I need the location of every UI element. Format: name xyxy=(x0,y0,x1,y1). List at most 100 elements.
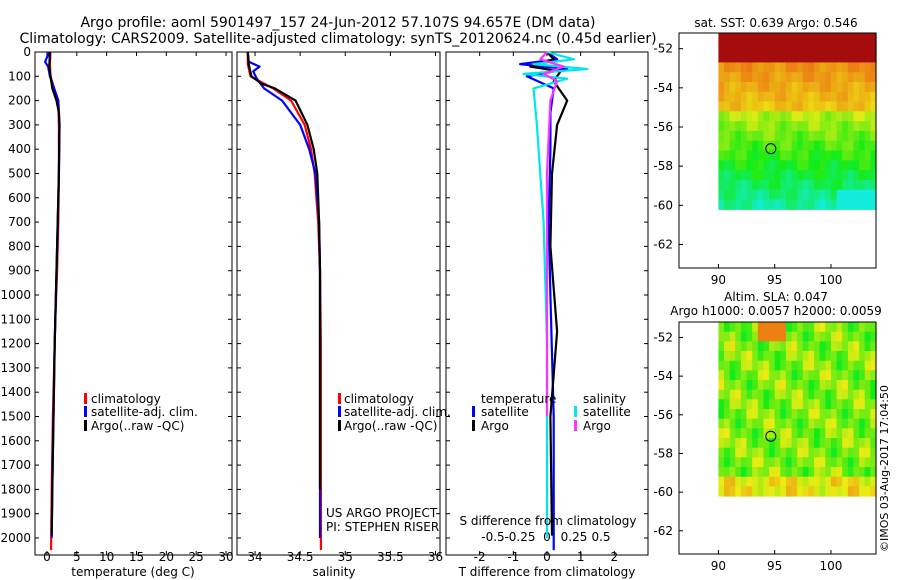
legend-label-s-satellite: satellite xyxy=(583,405,631,419)
heatmap-cell xyxy=(785,457,793,468)
heatmap-cell xyxy=(740,111,748,122)
heatmap-cell xyxy=(864,409,871,420)
heatmap-cell xyxy=(836,447,843,458)
heatmap-cell xyxy=(774,360,781,371)
heatmap-cell xyxy=(729,199,736,210)
heatmap-cell xyxy=(797,457,804,468)
heatmap-cell xyxy=(797,140,804,152)
heatmap-cell xyxy=(718,121,725,132)
heatmap-cell xyxy=(769,457,776,468)
legend-label-satellite: satellite-adj. clim. xyxy=(344,405,451,419)
heatmap-cell xyxy=(757,130,764,142)
heatmap-cell xyxy=(752,121,759,132)
heatmap-cell xyxy=(859,457,866,468)
heatmap-cell xyxy=(774,486,781,497)
heatmap-cell xyxy=(740,467,748,478)
heatmap-cell xyxy=(746,62,753,73)
heatmap-cell xyxy=(724,467,731,478)
heatmap-cell xyxy=(819,476,826,487)
heatmap-cell xyxy=(757,467,764,478)
heatmap-cell xyxy=(791,457,798,468)
heatmap-cell xyxy=(785,189,793,201)
heatmap-cell xyxy=(802,33,809,44)
heatmap-cell xyxy=(774,438,781,449)
heatmap-cell xyxy=(740,447,748,458)
heatmap-cell xyxy=(836,111,843,122)
heatmap-cell xyxy=(740,322,748,333)
heatmap-cell xyxy=(842,351,849,362)
legend-label-t-argo: Argo xyxy=(481,419,509,433)
heatmap-cell xyxy=(870,389,877,400)
credit-timestamp: ©IMOS 03-Aug-2017 17:04:50 xyxy=(878,385,891,552)
heatmap-cell xyxy=(757,399,764,410)
heatmap-cell xyxy=(825,82,832,93)
heatmap-cell xyxy=(729,62,736,73)
heatmap-cell xyxy=(791,160,798,171)
heatmap-cell xyxy=(729,486,736,497)
heatmap-cell xyxy=(814,150,821,161)
y-tick-label: -60 xyxy=(653,198,673,212)
heatmap-cell xyxy=(802,399,809,410)
heatmap-cell xyxy=(859,428,866,439)
heatmap-cell xyxy=(729,438,736,449)
heatmap-cell xyxy=(836,341,843,352)
heatmap-cell xyxy=(808,121,815,132)
heatmap-cell xyxy=(819,101,826,112)
y-tick-label: 1300 xyxy=(0,361,31,375)
heatmap-cell xyxy=(842,447,849,458)
heatmap-cell xyxy=(729,82,736,93)
heatmap-cell xyxy=(763,199,770,210)
heatmap-cell xyxy=(724,121,731,132)
heatmap-cell xyxy=(842,486,849,497)
heatmap-cell xyxy=(785,101,793,112)
heatmap-cell xyxy=(724,476,731,487)
heatmap-cell xyxy=(780,467,787,478)
heatmap-cell xyxy=(718,179,725,191)
heatmap-cell xyxy=(853,370,860,381)
y-tick-label: 1100 xyxy=(0,312,31,326)
heatmap-cell xyxy=(763,467,770,478)
heatmap-cell xyxy=(797,428,804,439)
heatmap-cell xyxy=(819,351,826,362)
heatmap-cell xyxy=(774,72,781,83)
heatmap-cell xyxy=(769,399,776,410)
heatmap-cell xyxy=(847,199,855,210)
heatmap-cell xyxy=(791,101,798,112)
heatmap-cell xyxy=(819,150,826,161)
heatmap-cell xyxy=(757,82,764,93)
heatmap-cell xyxy=(740,457,748,468)
heatmap-cell xyxy=(774,418,781,429)
heatmap-cell xyxy=(724,150,731,161)
heatmap-cell xyxy=(842,170,849,181)
heatmap-cell xyxy=(763,170,770,181)
heatmap-cell xyxy=(819,179,826,191)
heatmap-cell xyxy=(836,42,843,54)
heatmap-cell xyxy=(836,62,843,73)
heatmap-cell xyxy=(814,199,821,210)
heatmap-cell xyxy=(864,72,871,83)
heatmap-cell xyxy=(842,418,849,429)
heatmap-cell xyxy=(802,189,809,201)
heatmap-cell xyxy=(825,72,832,83)
heatmap-cell xyxy=(757,457,764,468)
difference-s-xlabel: S difference from climatology xyxy=(460,514,637,528)
heatmap-cell xyxy=(752,52,759,63)
heatmap-cell xyxy=(831,447,838,458)
heatmap-cell xyxy=(814,399,821,410)
heatmap-cell xyxy=(870,360,877,371)
heatmap-cell xyxy=(808,130,815,142)
heatmap-cell xyxy=(780,199,787,210)
sla-map-title: Altim. SLA: 0.047 xyxy=(724,290,828,304)
heatmap-cell xyxy=(740,42,748,54)
heatmap-cell xyxy=(757,170,764,181)
sst-map-panel: sat. SST: 0.639 Argo: 0.546 90 95 100 -52 -5… xyxy=(653,16,877,287)
heatmap-cell xyxy=(791,121,798,132)
heatmap-cell xyxy=(808,82,815,93)
heatmap-cell xyxy=(780,457,787,468)
figure-title-line1: Argo profile: aoml 5901497_157 24-Jun-20… xyxy=(80,15,595,31)
legend-swatch-satellite xyxy=(338,406,341,417)
heatmap-cell xyxy=(718,62,725,73)
heatmap-cell xyxy=(724,380,731,391)
heatmap-cell xyxy=(870,130,877,142)
heatmap-cell xyxy=(757,189,764,201)
